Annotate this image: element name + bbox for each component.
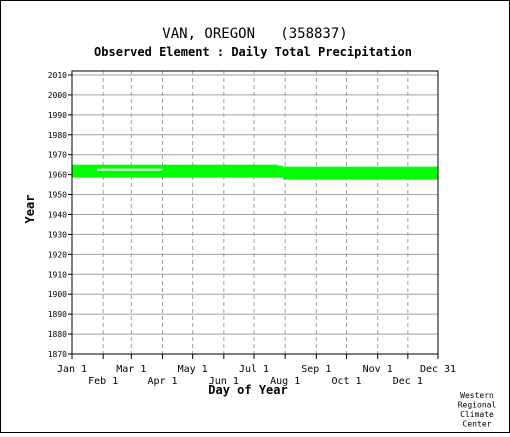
x-tick-label: Jul 1: [239, 364, 269, 375]
x-tick-label: Dec 1: [393, 376, 423, 387]
x-tick-label: Sep 1: [301, 364, 331, 375]
chart-title: VAN, OREGON (358837): [162, 26, 347, 42]
x-tick-label: Jun 1: [209, 376, 239, 387]
y-axis-label: Year: [23, 195, 37, 224]
y-tick-label: 1900: [48, 290, 67, 299]
y-tick-label: 1940: [48, 210, 67, 219]
y-tick-label: 1920: [48, 250, 67, 259]
x-tick-label: Feb 1: [88, 376, 118, 387]
y-tick-label: 1960: [48, 171, 67, 180]
x-tick-label: May 1: [178, 364, 208, 375]
y-tick-label: 2010: [48, 71, 67, 80]
credit-line: Climate: [460, 410, 494, 419]
plot-area-border: [71, 70, 439, 355]
y-tick-label: 1890: [48, 310, 67, 319]
y-tick-label: 1880: [48, 330, 67, 339]
y-tick-label: 1910: [48, 270, 67, 279]
x-tick-label: Apr 1: [147, 376, 177, 387]
credit-line: Regional: [458, 401, 497, 410]
data-bands: [72, 164, 438, 180]
x-tick-label: Jan 1: [57, 364, 87, 375]
y-tick-label: 1990: [48, 111, 67, 120]
x-tick-label: Aug 1: [270, 376, 300, 387]
y-tick-label: 1950: [48, 191, 67, 200]
credit-line: Western: [460, 391, 494, 400]
chart-subtitle: Observed Element : Daily Total Precipita…: [94, 45, 412, 59]
y-tick-label: 1970: [48, 151, 67, 160]
credit-line: Center: [463, 420, 492, 429]
data-band: [278, 165, 284, 178]
y-axis-ticks: 2010 2000 1990 1980 1970 1960 1950 1940 1930 1920…: [48, 71, 72, 359]
data-band: [72, 164, 279, 178]
y-tick-label: 1870: [48, 350, 67, 359]
grid-lines: [72, 71, 438, 354]
x-tick-label: Oct 1: [331, 376, 361, 387]
x-tick-label: Dec 31: [420, 364, 456, 375]
data-band: [283, 166, 438, 180]
x-axis-label: Day of Year: [208, 383, 287, 397]
x-tick-label: Mar 1: [116, 364, 146, 375]
x-axis-ticks: Jan 1 Mar 1 May 1 Jul 1 Sep 1 Nov 1 Dec 31 Feb …: [57, 354, 456, 387]
y-tick-label: 1930: [48, 230, 67, 239]
y-tick-label: 1980: [48, 131, 67, 140]
x-tick-label: Nov 1: [363, 364, 393, 375]
y-tick-label: 2000: [48, 91, 67, 100]
